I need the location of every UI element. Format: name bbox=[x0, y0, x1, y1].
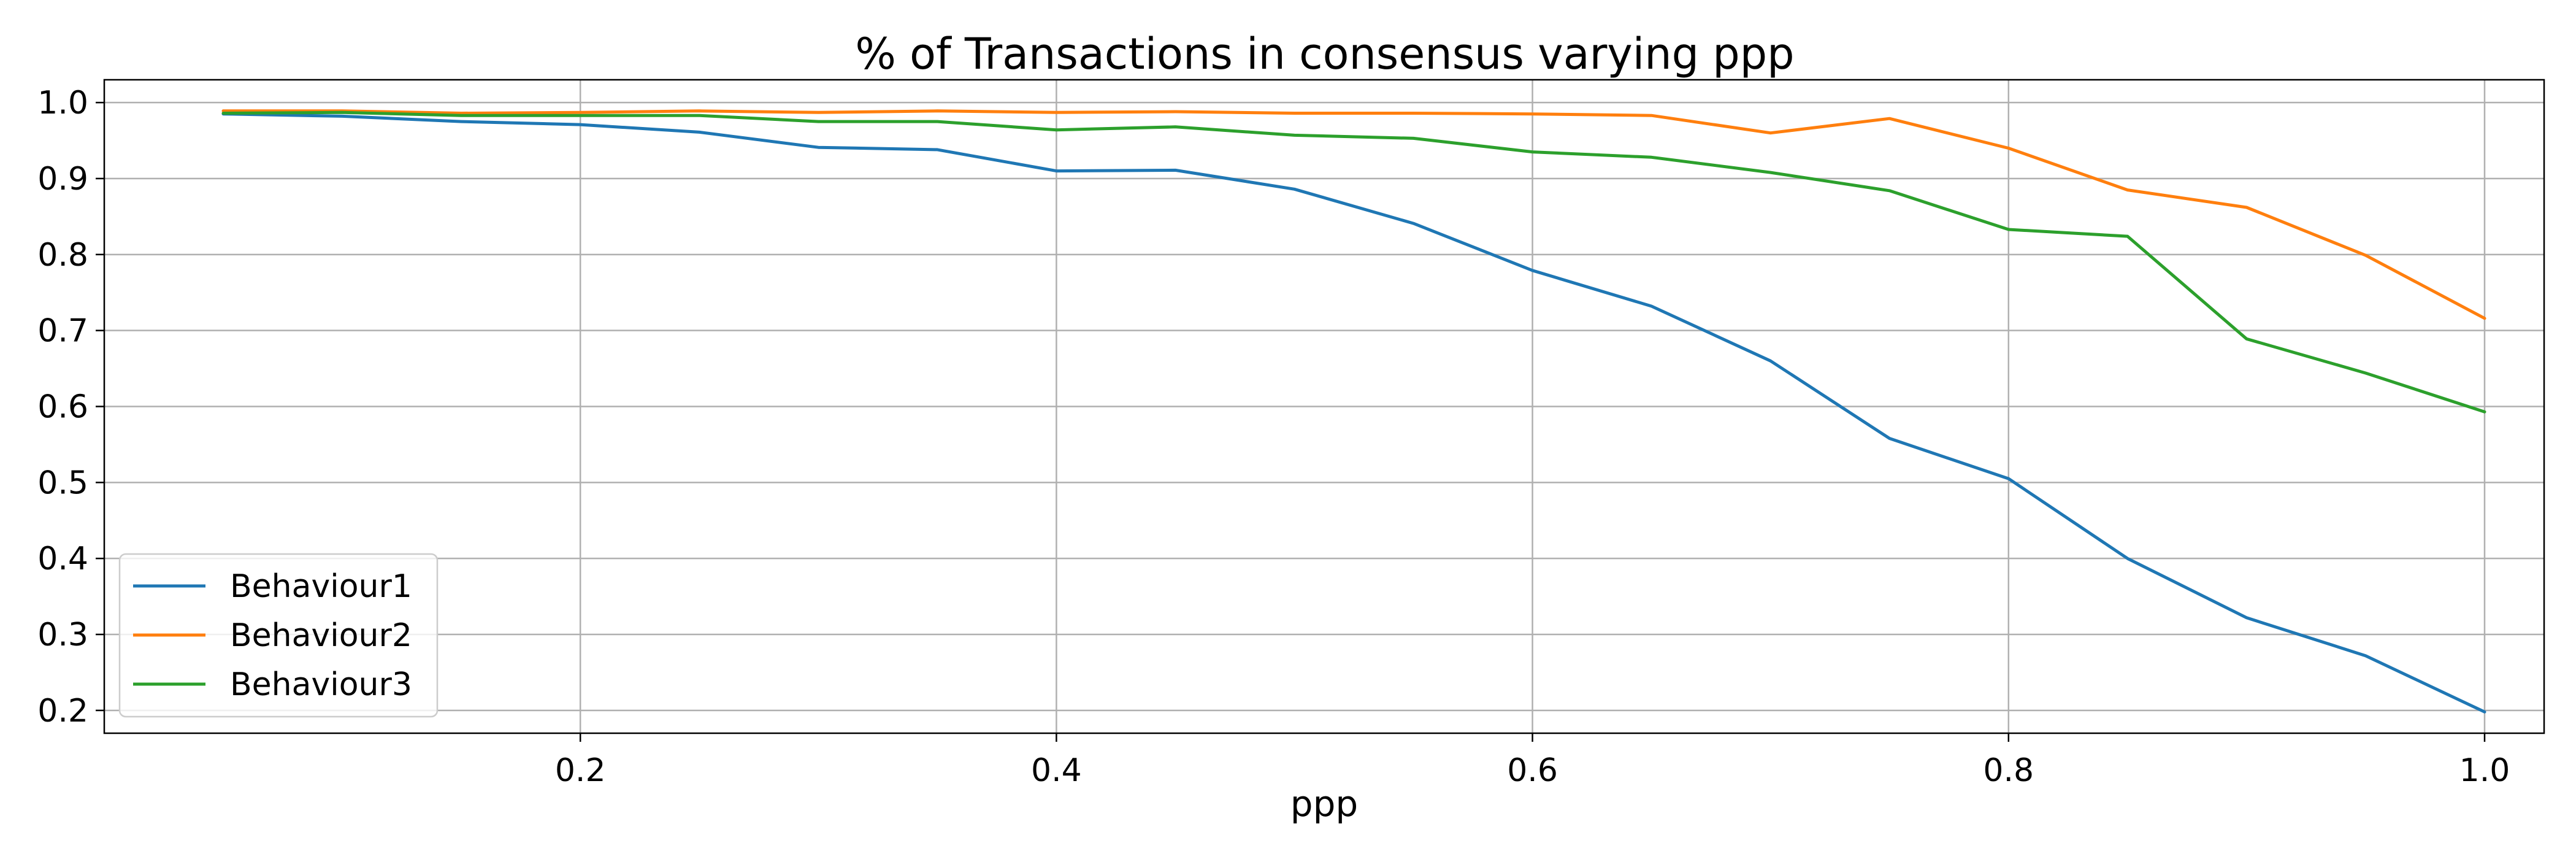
series-line-behaviour1 bbox=[221, 112, 2486, 714]
y-tick-label: 0.4 bbox=[37, 541, 88, 577]
plot-frame bbox=[103, 79, 2545, 734]
y-tick-label: 0.8 bbox=[37, 237, 88, 274]
y-tick-label: 1.0 bbox=[37, 85, 88, 121]
y-tick-label: 0.2 bbox=[37, 693, 88, 730]
y-tick-label: 0.6 bbox=[37, 389, 88, 426]
x-tick-label: 1.0 bbox=[2459, 752, 2510, 789]
legend-box bbox=[118, 553, 439, 718]
legend: Behaviour1 Behaviour2 Behaviour3 bbox=[118, 553, 439, 718]
series-lines bbox=[221, 109, 2486, 714]
series-line-behaviour3 bbox=[221, 110, 2486, 414]
legend-label: Behaviour3 bbox=[230, 666, 412, 703]
x-tick-label: 0.2 bbox=[555, 752, 606, 789]
y-tick-label: 0.5 bbox=[37, 464, 88, 501]
chart-title: % of Transactions in consensus varying p… bbox=[855, 29, 1794, 79]
x-tick-label: 0.8 bbox=[1983, 752, 2034, 789]
axis-ticks: 0.2 0.4 0.6 0.8 1.0 0.2 0.3 0.4 0.5 0.6 0.7 0.8 0.9 1… bbox=[37, 85, 2510, 789]
legend-label: Behaviour1 bbox=[230, 568, 412, 605]
x-tick-label: 0.6 bbox=[1507, 752, 1558, 789]
x-axis-label: ppp bbox=[1290, 783, 1358, 825]
y-tick-label: 0.7 bbox=[37, 313, 88, 350]
x-tick-label: 0.4 bbox=[1031, 752, 1082, 789]
legend-label: Behaviour2 bbox=[230, 617, 412, 654]
y-tick-label: 0.9 bbox=[37, 161, 88, 198]
series-line-behaviour2 bbox=[221, 109, 2486, 320]
y-tick-label: 0.3 bbox=[37, 617, 88, 653]
grid bbox=[104, 80, 2544, 733]
